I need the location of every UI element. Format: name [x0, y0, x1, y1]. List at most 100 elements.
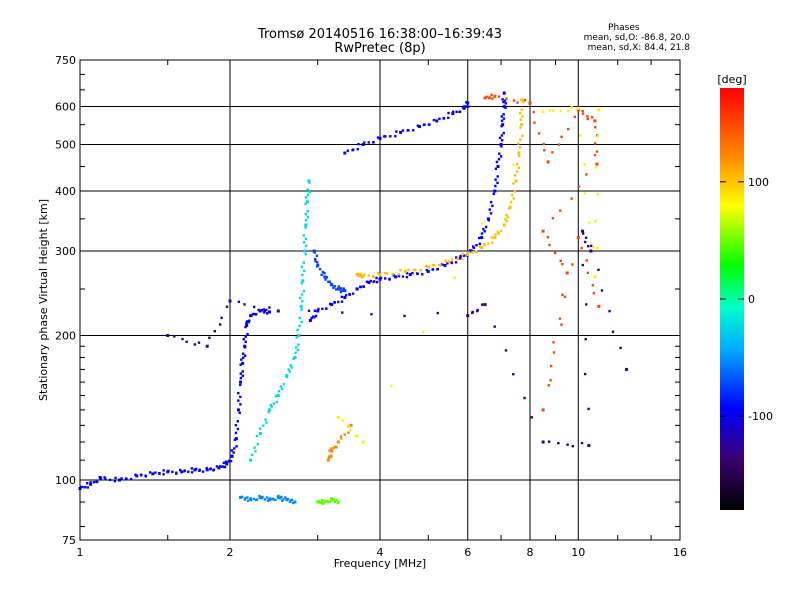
data-point: [183, 469, 186, 473]
data-point: [281, 499, 284, 502]
data-point: [389, 135, 392, 138]
phase-stats-o: mean, sd,O: -86.8, 20.0: [584, 33, 690, 43]
data-point: [489, 212, 493, 215]
data-point: [496, 230, 500, 234]
y-tick-label: 300: [55, 245, 76, 258]
data-point: [476, 308, 479, 312]
data-point: [89, 482, 93, 486]
data-point: [619, 346, 622, 350]
data-point: [314, 259, 317, 263]
data-point: [223, 465, 227, 469]
data-point: [497, 157, 501, 161]
data-point: [316, 309, 320, 313]
data-point: [512, 182, 515, 185]
data-point: [384, 277, 387, 280]
data-point: [343, 433, 346, 436]
data-point: [300, 308, 303, 311]
data-point: [267, 408, 271, 412]
data-point: [323, 271, 326, 275]
data-point: [498, 152, 501, 155]
data-point: [330, 283, 334, 286]
data-point: [180, 470, 184, 474]
data-point: [241, 361, 245, 365]
data-point: [313, 251, 316, 254]
data-point: [117, 478, 121, 482]
data-point: [426, 265, 430, 269]
data-point: [375, 276, 378, 280]
data-point: [573, 115, 577, 119]
data-point: [304, 218, 308, 222]
data-point: [496, 175, 499, 178]
data-point: [431, 268, 435, 271]
data-point: [312, 315, 315, 318]
data-point: [512, 99, 516, 102]
data-point: [356, 147, 360, 151]
data-point: [491, 97, 494, 100]
data-point: [330, 449, 334, 453]
data-point: [268, 497, 272, 500]
data-point: [490, 241, 494, 244]
data-point: [541, 229, 545, 233]
data-point: [408, 273, 412, 277]
data-point: [258, 427, 262, 430]
data-point: [343, 151, 347, 155]
data-point: [294, 346, 298, 349]
data-point: [249, 314, 253, 318]
data-point: [267, 410, 270, 414]
data-point: [187, 470, 190, 473]
data-point: [243, 303, 246, 306]
y-tick-label: 200: [55, 330, 76, 343]
data-point: [302, 269, 306, 273]
data-point: [328, 280, 331, 283]
data-point: [300, 282, 303, 285]
data-point: [290, 498, 294, 502]
data-point: [376, 136, 380, 139]
data-point: [190, 467, 194, 470]
data-point: [258, 495, 262, 499]
data-point: [580, 246, 583, 250]
data-point: [251, 453, 254, 457]
data-point: [559, 109, 562, 113]
data-point: [391, 272, 394, 276]
data-point: [501, 123, 505, 127]
data-point: [509, 200, 513, 204]
phase-x-label: mean, sd,X:: [587, 43, 642, 53]
data-point: [462, 105, 465, 108]
data-point: [592, 291, 596, 295]
data-point: [394, 275, 398, 279]
data-point: [236, 420, 239, 423]
data-point: [304, 196, 308, 199]
data-point: [502, 113, 505, 116]
data-point: [304, 237, 308, 241]
data-point: [502, 105, 506, 109]
data-point: [252, 497, 256, 501]
data-point: [378, 136, 382, 140]
data-point: [236, 427, 240, 431]
data-point: [297, 343, 300, 346]
data-point: [537, 132, 541, 135]
data-point: [339, 290, 343, 294]
data-point: [337, 300, 340, 304]
data-point: [318, 268, 322, 271]
data-point: [235, 445, 238, 448]
data-point: [239, 363, 242, 366]
data-point: [517, 166, 521, 170]
data-point: [325, 276, 328, 279]
data-point: [417, 125, 421, 129]
data-point: [333, 500, 337, 503]
colorbar-ticks: 100 0 -100: [720, 176, 773, 423]
data-point: [384, 135, 387, 138]
data-point: [354, 434, 357, 437]
data-point: [548, 243, 551, 247]
x-tick-label: 16: [673, 546, 687, 559]
grid: [80, 60, 680, 540]
data-point: [284, 496, 287, 499]
data-point: [298, 296, 302, 300]
y-tick-label: 75: [62, 534, 76, 547]
data-point: [358, 275, 361, 278]
data-point: [484, 225, 488, 229]
data-point: [276, 495, 280, 499]
data-point: [299, 304, 303, 308]
data-point: [549, 379, 552, 382]
data-point: [304, 226, 307, 229]
